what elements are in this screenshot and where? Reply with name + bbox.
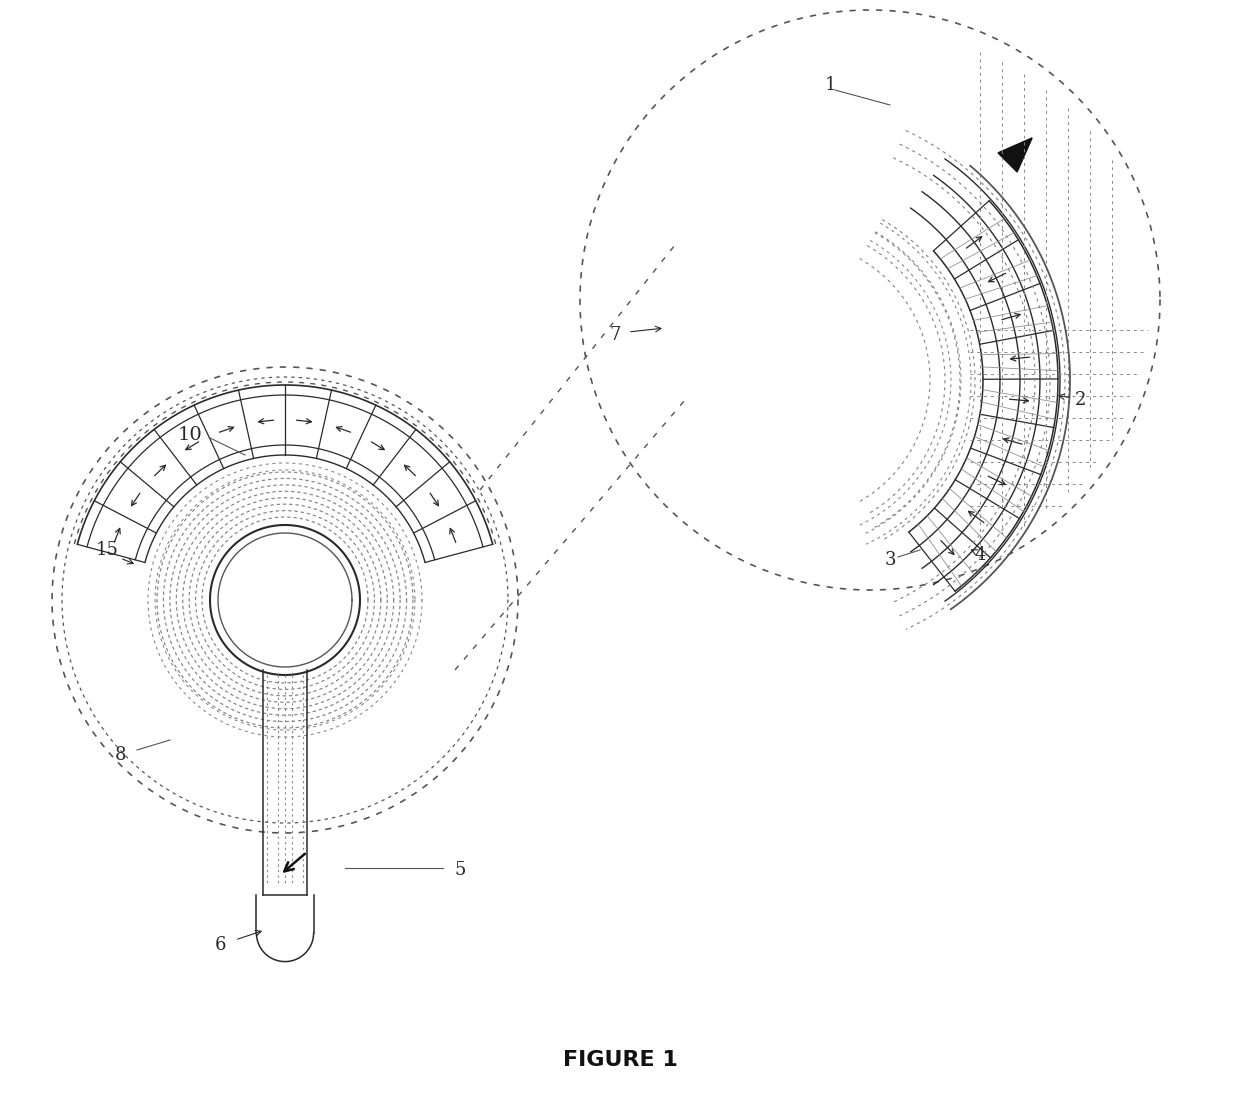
Text: 15: 15: [95, 542, 119, 559]
Polygon shape: [998, 138, 1032, 172]
Text: 2: 2: [1074, 391, 1086, 409]
Text: FIGURE 1: FIGURE 1: [563, 1050, 677, 1070]
Text: 8: 8: [114, 746, 125, 764]
Text: 10: 10: [177, 426, 202, 444]
Text: 7: 7: [609, 326, 621, 344]
Text: 4: 4: [975, 546, 986, 564]
Text: 3: 3: [884, 552, 895, 569]
Text: 6: 6: [215, 936, 226, 954]
Text: 1: 1: [825, 76, 836, 95]
Text: 5: 5: [454, 861, 466, 878]
